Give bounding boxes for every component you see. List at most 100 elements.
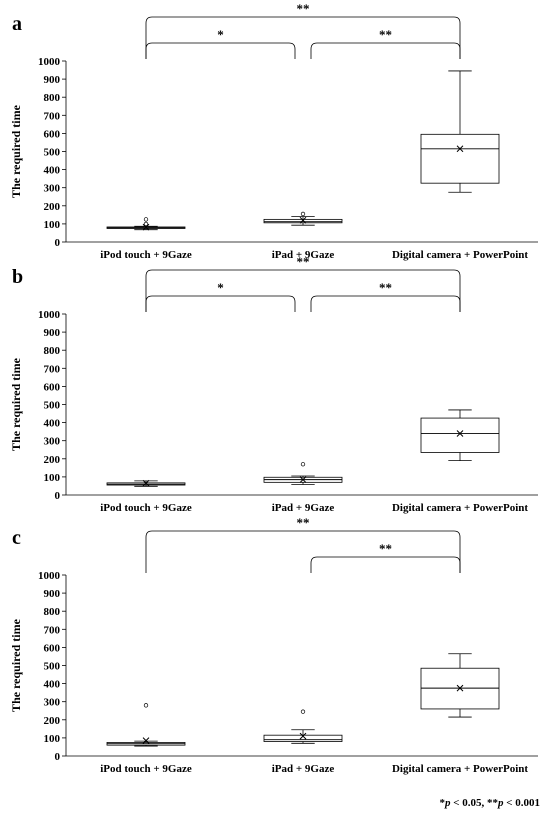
significance-label: ** <box>379 27 392 42</box>
box-2 <box>420 70 500 193</box>
y-tick-label: 700 <box>44 110 61 122</box>
y-axis-label: The required time <box>9 357 23 451</box>
x-category-label: iPad + 9Gaze <box>272 763 335 775</box>
y-tick-label: 1000 <box>38 309 61 321</box>
box-iqr <box>420 133 500 184</box>
box-1 <box>263 709 343 744</box>
bracket-line <box>310 42 461 59</box>
y-tick-label: 1000 <box>38 56 61 68</box>
significance-label: * <box>217 280 224 295</box>
bracket-line <box>310 556 461 573</box>
significance-label: ** <box>297 254 310 269</box>
y-tick-label: 100 <box>44 733 61 745</box>
panel-letter: b <box>12 266 23 288</box>
outlier-point <box>143 221 149 227</box>
outlier-point <box>300 462 306 467</box>
mean-marker <box>299 476 307 483</box>
mean-marker <box>456 684 464 692</box>
y-tick-label: 600 <box>44 381 61 393</box>
box-2 <box>420 409 500 462</box>
significance-bracket: ** <box>145 515 461 573</box>
chart-panel-a: a The required time 0 100 200 300 400 500 600 700… <box>9 1 538 261</box>
bracket-line <box>145 42 296 59</box>
x-category-label: iPod touch + 9Gaze <box>100 502 192 514</box>
y-tick-label: 500 <box>44 661 61 673</box>
bracket-line <box>145 16 461 59</box>
y-tick-label: 600 <box>44 128 61 140</box>
box-0 <box>106 217 186 231</box>
mean-marker <box>299 732 307 740</box>
significance-bracket: * <box>145 280 296 312</box>
box-0 <box>106 479 186 487</box>
significance-label: * <box>217 27 224 42</box>
bracket-line <box>145 269 461 312</box>
y-tick-label: 700 <box>44 624 61 636</box>
significance-label: ** <box>297 1 310 16</box>
box-iqr <box>263 218 343 224</box>
y-tick-label: 300 <box>44 183 61 195</box>
y-tick-label: 800 <box>44 92 61 104</box>
y-axis-label: The required time <box>9 104 23 198</box>
y-tick-label: 800 <box>44 345 61 357</box>
y-tick-label: 900 <box>44 588 61 600</box>
mean-marker <box>456 145 464 153</box>
box-1 <box>263 462 343 485</box>
footnote-rest-2: < 0.001 <box>503 797 540 809</box>
panels: a The required time 0 100 200 300 400 500 600 700… <box>9 1 538 775</box>
y-axis-label: The required time <box>9 618 23 712</box>
x-category-label: iPad + 9Gaze <box>272 249 335 261</box>
box-iqr <box>420 417 500 453</box>
box-2 <box>420 653 500 718</box>
bracket-line <box>145 295 296 312</box>
footnote-sym-1: * <box>439 797 445 809</box>
x-category-label: iPod touch + 9Gaze <box>100 763 192 775</box>
mean-marker <box>142 737 150 744</box>
y-tick-label: 200 <box>44 715 61 727</box>
y-tick-label: 0 <box>55 751 61 763</box>
significance-bracket: ** <box>145 1 461 59</box>
significance-bracket: ** <box>145 254 461 312</box>
mean-marker <box>299 216 307 224</box>
footnote-p-1: p <box>444 797 451 809</box>
panel-letter: a <box>12 13 22 35</box>
footnote-rest-1: < 0.05, <box>450 797 487 809</box>
y-tick-label: 300 <box>44 697 61 709</box>
y-tick-label: 900 <box>44 74 61 86</box>
x-category-label: Digital camera + PowerPoint <box>392 763 528 775</box>
x-category-label: Digital camera + PowerPoint <box>392 249 528 261</box>
y-tick-label: 200 <box>44 201 61 213</box>
y-tick-label: 400 <box>44 679 61 691</box>
y-tick-label: 0 <box>55 237 61 249</box>
y-tick-label: 400 <box>44 165 61 177</box>
significance-bracket: * <box>145 27 296 59</box>
significance-bracket: ** <box>310 280 461 312</box>
y-tick-label: 200 <box>44 454 61 466</box>
significance-label: ** <box>379 541 392 556</box>
box-1 <box>263 211 343 226</box>
x-category-label: iPad + 9Gaze <box>272 502 335 514</box>
box-iqr <box>263 734 343 742</box>
outlier-point <box>300 709 306 714</box>
y-tick-label: 100 <box>44 472 61 484</box>
chart-panel-b: b The required time 0 100 200 300 400 500 600 700… <box>9 254 538 514</box>
y-tick-label: 300 <box>44 436 61 448</box>
footnote-p-2: p <box>497 797 504 809</box>
y-tick-label: 0 <box>55 490 61 502</box>
mean-marker <box>142 223 150 231</box>
y-tick-label: 800 <box>44 606 61 618</box>
bracket-line <box>310 295 461 312</box>
mean-marker <box>456 430 464 437</box>
chart-panel-c: c The required time 0 100 200 300 400 500 600 700… <box>9 515 538 775</box>
y-tick-label: 600 <box>44 642 61 654</box>
y-tick-label: 400 <box>44 418 61 430</box>
bracket-line <box>145 530 461 573</box>
y-tick-label: 1000 <box>38 570 61 582</box>
mean-marker <box>142 479 150 487</box>
footnote-sym-2: ** <box>487 797 499 809</box>
y-tick-label: 900 <box>44 327 61 339</box>
y-tick-label: 100 <box>44 219 61 231</box>
panel-letter: c <box>12 527 21 549</box>
outlier-point <box>143 703 149 708</box>
significance-bracket: ** <box>310 27 461 59</box>
